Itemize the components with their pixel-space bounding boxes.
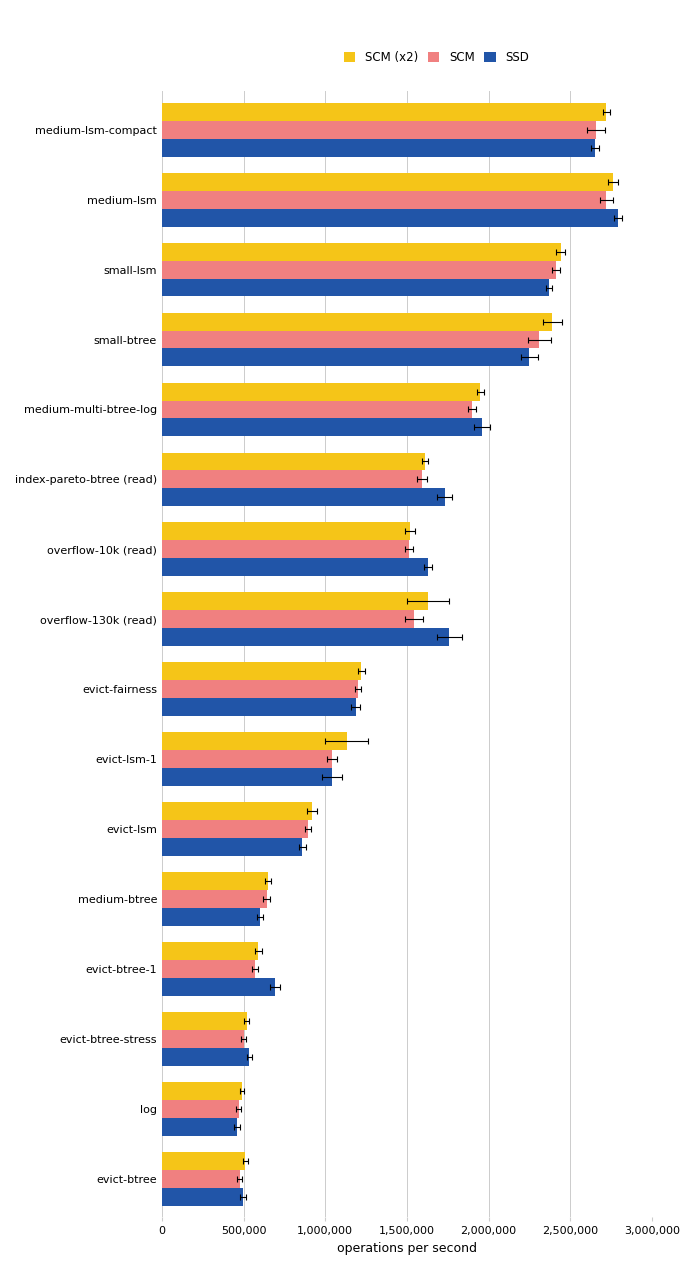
Bar — [162, 559, 428, 577]
Bar — [162, 173, 613, 190]
Bar — [162, 522, 410, 541]
Bar — [162, 890, 266, 908]
Bar — [162, 418, 482, 437]
Bar — [162, 960, 255, 978]
Bar — [162, 698, 356, 716]
Bar — [162, 629, 450, 646]
Bar — [162, 838, 302, 856]
Bar — [162, 138, 595, 156]
Bar — [162, 330, 539, 348]
Bar — [162, 908, 260, 926]
Bar — [162, 470, 422, 489]
Bar — [162, 382, 480, 400]
Bar — [162, 978, 275, 996]
Bar — [162, 942, 259, 960]
Bar — [162, 1170, 240, 1187]
Bar — [162, 400, 473, 418]
Bar — [162, 820, 308, 838]
Bar — [162, 1030, 244, 1048]
Bar — [162, 733, 347, 751]
Bar — [162, 663, 361, 681]
Bar — [162, 592, 428, 611]
Bar — [162, 611, 414, 629]
Bar — [162, 103, 606, 121]
Bar — [162, 1012, 247, 1030]
Bar — [162, 681, 358, 698]
Bar — [162, 1152, 245, 1170]
Bar — [162, 243, 561, 260]
Bar — [162, 312, 553, 330]
Bar — [162, 121, 596, 138]
Bar — [162, 803, 312, 820]
Bar — [162, 208, 618, 226]
Bar — [162, 348, 530, 367]
Legend: SCM (x2), SCM, SSD: SCM (x2), SCM, SSD — [339, 47, 534, 69]
Bar — [162, 1082, 242, 1100]
Bar — [162, 1048, 250, 1066]
Bar — [162, 768, 332, 786]
Bar — [162, 190, 606, 208]
Bar — [162, 489, 445, 507]
Bar — [162, 1100, 239, 1118]
Bar — [162, 278, 549, 296]
Bar — [162, 541, 409, 559]
Bar — [162, 1118, 237, 1135]
X-axis label: operations per second: operations per second — [337, 1242, 477, 1255]
Bar — [162, 1187, 243, 1205]
Bar — [162, 452, 425, 470]
Bar — [162, 872, 268, 890]
Bar — [162, 260, 555, 278]
Bar — [162, 751, 332, 768]
